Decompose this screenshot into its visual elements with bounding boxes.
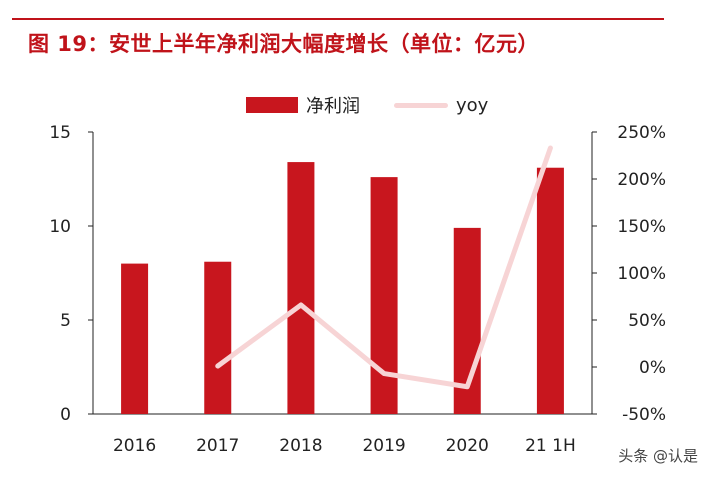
legend-swatch-line bbox=[394, 102, 448, 108]
right-tick-label: 0% bbox=[639, 358, 666, 378]
category-label: 2017 bbox=[196, 436, 239, 456]
left-tick-label: 5 bbox=[60, 311, 71, 331]
category-label: 2016 bbox=[113, 436, 156, 456]
category-label: 21 1H bbox=[525, 436, 576, 456]
right-tick-label: -50% bbox=[622, 405, 666, 425]
bar-series bbox=[121, 162, 564, 414]
yoy-line-series bbox=[215, 145, 553, 390]
right-tick-label: 250% bbox=[617, 123, 666, 143]
legend-label-yoy: yoy bbox=[456, 94, 489, 116]
profit-bar bbox=[536, 167, 564, 414]
category-label: 2018 bbox=[279, 436, 322, 456]
left-tick-label: 15 bbox=[49, 123, 71, 143]
axes bbox=[88, 131, 597, 415]
tick-labels: 0 5 10 15 -50% 0% 50% 100% 150% 200% 250% 2016 2017 2… bbox=[49, 123, 666, 456]
title-rule bbox=[12, 18, 664, 20]
profit-bar bbox=[121, 263, 149, 414]
right-tick-label: 200% bbox=[617, 170, 666, 190]
right-tick-label: 100% bbox=[617, 264, 666, 284]
legend-swatch-bar bbox=[246, 97, 298, 113]
left-tick-label: 0 bbox=[60, 405, 71, 425]
right-tick-label: 150% bbox=[617, 217, 666, 237]
profit-bar bbox=[287, 162, 315, 414]
right-tick-label: 50% bbox=[628, 311, 666, 331]
chart-title: 图 19：安世上半年净利润大幅度增长（单位：亿元） bbox=[28, 32, 540, 56]
legend-label-profit: 净利润 bbox=[306, 96, 360, 117]
left-tick-label: 10 bbox=[49, 217, 71, 237]
profit-bar bbox=[204, 261, 232, 414]
watermark: 头条 @认是 bbox=[618, 447, 698, 465]
category-label: 2020 bbox=[446, 436, 489, 456]
legend: 净利润 yoy bbox=[246, 92, 488, 118]
profit-bar bbox=[370, 177, 398, 414]
category-label: 2019 bbox=[362, 436, 405, 456]
